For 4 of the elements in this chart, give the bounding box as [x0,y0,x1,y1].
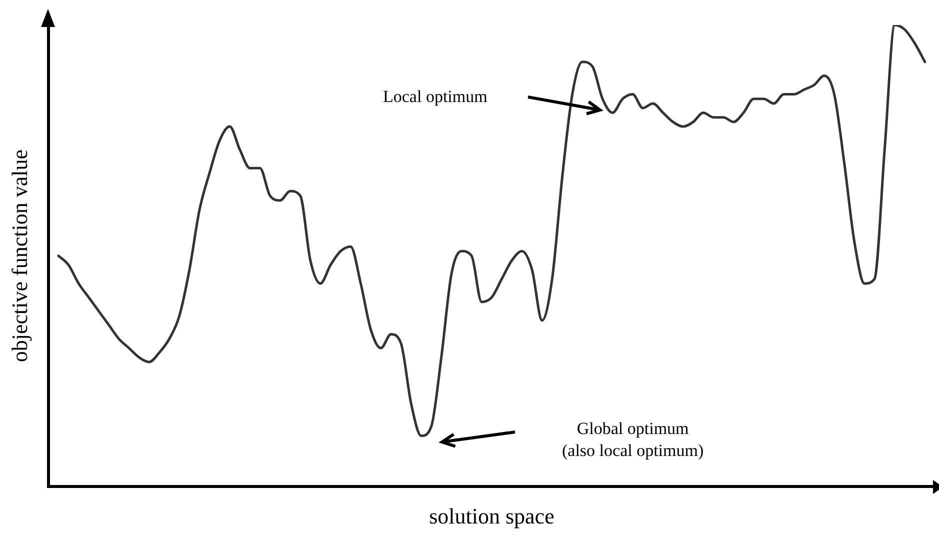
x-axis-title: solution space [429,504,554,529]
y-axis-title: objective function value [6,150,32,362]
annotation: Global optimum (also local optimum) [562,418,704,462]
annotation: Local optimum [383,86,488,108]
